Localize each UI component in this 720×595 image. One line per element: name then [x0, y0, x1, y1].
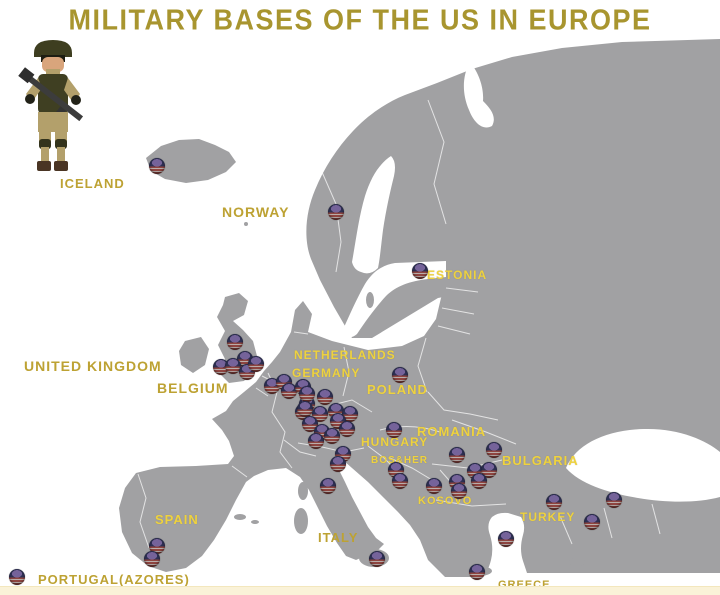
base-marker-germany [299, 386, 315, 402]
country-label-united-kingdom: UNITED KINGDOM [24, 358, 162, 374]
base-marker-crete [469, 564, 485, 580]
base-marker-turkey [606, 492, 622, 508]
base-marker-germany [308, 433, 324, 449]
country-label-poland: POLAND [367, 382, 428, 397]
base-marker-serbia-kosovo [471, 473, 487, 489]
base-marker-uk [227, 334, 243, 350]
country-label-bulgaria: BULGARIA [502, 453, 579, 468]
base-marker-serbia-kosovo [426, 478, 442, 494]
base-marker-spain [144, 551, 160, 567]
base-marker-sicily [369, 551, 385, 567]
balearic-island-2 [251, 520, 259, 524]
country-label-netherlands: NETHERLANDS [294, 348, 396, 362]
base-marker-aegean [498, 531, 514, 547]
white-sea [463, 62, 494, 128]
base-marker-benelux [281, 383, 297, 399]
country-label-germany: GERMANY [292, 366, 361, 380]
country-label-estonia: ESTONIA [427, 268, 488, 282]
islands [234, 222, 585, 576]
base-marker-north-italy [320, 478, 336, 494]
base-marker-poland [392, 367, 408, 383]
bottom-strip [0, 586, 720, 595]
base-marker-portugal-azores [9, 569, 25, 585]
country-label-spain: SPAIN [155, 512, 199, 527]
base-marker-iceland [149, 158, 165, 174]
base-marker-uk [225, 358, 241, 374]
country-label-turkey: TURKEY [520, 510, 576, 524]
country-label-romania: ROMANIA [417, 424, 487, 439]
base-marker-germany [317, 389, 333, 405]
sardinia-island [294, 508, 308, 534]
corsica-island [298, 482, 308, 500]
base-marker-bulgaria [481, 462, 497, 478]
base-marker-uk [248, 356, 264, 372]
ireland-shape [179, 337, 209, 373]
base-marker-turkey [584, 514, 600, 530]
base-marker-serbia-kosovo [451, 483, 467, 499]
base-marker-estonia [412, 263, 428, 279]
base-marker-romania [486, 442, 502, 458]
base-marker-germany [297, 401, 313, 417]
iceland-shape [146, 139, 236, 183]
mainland-shape [119, 282, 720, 577]
country-label-iceland: ICELAND [60, 176, 125, 191]
country-label-portugal-azores: PORTUGAL(AZORES) [38, 572, 190, 587]
base-marker-hungary [386, 422, 402, 438]
base-marker-norway [328, 204, 344, 220]
country-label-hungary: HUNGARY [361, 435, 429, 449]
country-label-bos-her: BOS&HER [371, 455, 429, 466]
faroe-island [244, 222, 248, 226]
country-label-italy: ITALY [318, 530, 359, 545]
cyprus-island [569, 558, 585, 566]
baltic-sea [341, 261, 446, 338]
gulf-of-bothnia [352, 156, 395, 274]
country-label-belgium: BELGIUM [157, 380, 229, 396]
page-title: MILITARY BASES OF THE US IN EUROPE [68, 4, 652, 36]
gotland-island [366, 292, 374, 308]
base-marker-slovenia [330, 456, 346, 472]
sea-carves [341, 62, 720, 502]
soldier-with-rifle-icon [18, 40, 84, 171]
base-marker-germany [342, 406, 358, 422]
base-marker-turkey [546, 494, 562, 510]
base-marker-germany [324, 428, 340, 444]
base-marker-germany [339, 421, 355, 437]
base-marker-bosnia [392, 473, 408, 489]
base-marker-spain [149, 538, 165, 554]
base-marker-romania [449, 447, 465, 463]
black-sea [566, 428, 720, 502]
balearic-island [234, 514, 246, 520]
country-label-norway: NORWAY [222, 204, 290, 220]
